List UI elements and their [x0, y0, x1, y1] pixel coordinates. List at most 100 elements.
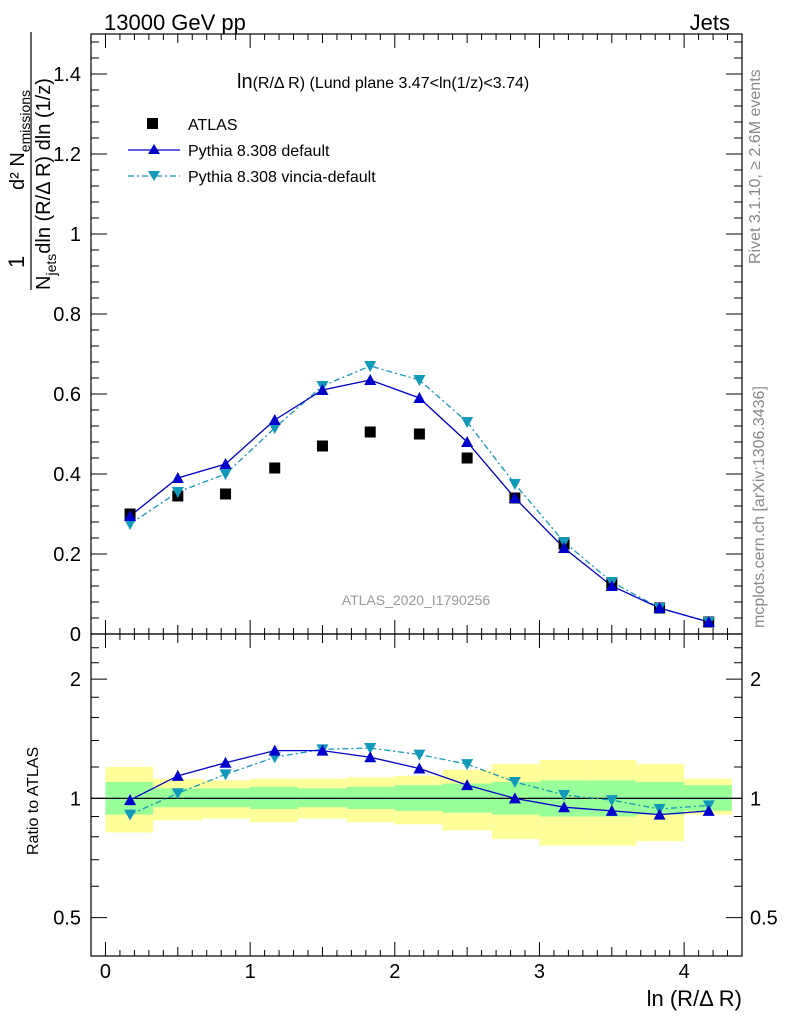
ylabel-denominator-lead: N [33, 276, 55, 290]
data-point-default [124, 510, 137, 521]
ratio-point-default [364, 751, 377, 763]
y-tick-label-main: 1 [70, 224, 81, 246]
data-point-default [364, 374, 377, 385]
ratio-point-vincia [364, 743, 377, 755]
x-tick-label: 0 [100, 961, 111, 983]
data-point-atlas [220, 488, 232, 500]
xaxis-label: ln (R/Δ R) [647, 986, 742, 1011]
mcplots-label: mcplots.cern.ch [arXiv:1306.3436] [751, 386, 768, 628]
ratio-point-default [171, 769, 184, 781]
x-tick-label: 4 [679, 961, 690, 983]
y-tick-label-main: 0.8 [53, 304, 81, 326]
y-tick-label-ratio-right: 1 [750, 788, 761, 810]
x-tick-label: 2 [389, 961, 400, 983]
data-point-vincia [413, 375, 426, 386]
band-inner-bin [297, 788, 348, 808]
ratio-point-default [219, 756, 232, 768]
ratio-point-vincia [219, 769, 232, 781]
ratio-point-default [413, 762, 426, 774]
ylabel-denominator: Njetsdln (R/Δ R) dln (1/z) [33, 78, 59, 290]
data-point-default [219, 458, 232, 469]
ratio-frame [90, 633, 743, 957]
legend: ATLAS Pythia 8.308 default Pythia 8.308 … [128, 117, 376, 186]
data-point-default [268, 414, 281, 425]
band-inner-bin [202, 788, 251, 808]
ratio-panel: 0 1 2 3 4 0.5 1 2 0.5 1 2 [53, 633, 778, 983]
title-small: (R/Δ R) [253, 75, 305, 92]
data-point-default [702, 616, 715, 627]
y-tick-label-main: 0.6 [53, 384, 81, 406]
y-tick-label-main: 1.2 [53, 144, 81, 166]
header-right: Jets [690, 10, 730, 35]
ratio-point-default [558, 801, 571, 813]
legend-label-atlas: ATLAS [188, 117, 238, 134]
series-line-default [129, 379, 709, 623]
ylabel-numerator-main: d² N [7, 152, 29, 190]
data-point-atlas [461, 452, 473, 464]
header-left: 13000 GeV pp [104, 10, 246, 35]
legend-marker-default [148, 144, 160, 154]
main-ylabel: 1 d² Nemissions Njetsdln (R/Δ R) dln (1/… [4, 32, 59, 290]
ratio-point-default [653, 808, 666, 820]
ratio-point-default [605, 804, 618, 816]
data-point-default [461, 436, 474, 447]
series-line-vincia [129, 365, 709, 623]
data-point-default [316, 384, 329, 395]
data-point-vincia [124, 519, 137, 530]
data-point-vincia [219, 469, 232, 480]
y-tick-label-main: 1.4 [53, 64, 81, 86]
data-point-atlas [269, 462, 281, 474]
data-point-default [558, 542, 571, 553]
data-point-default [413, 392, 426, 403]
rivet-label: Rivet 3.1.10, ≥ 2.6M events [747, 69, 764, 264]
y-tick-label-ratio-right: 2 [750, 669, 761, 691]
ratio-point-default [508, 792, 521, 804]
data-point-vincia [364, 361, 377, 372]
x-tick-label: 3 [534, 961, 545, 983]
ratio-point-vincia [461, 759, 474, 771]
data-point-atlas [316, 440, 328, 452]
legend-label-default: Pythia 8.308 default [188, 143, 330, 160]
data-point-vincia [171, 487, 184, 498]
ratio-ylabel: Ratio to ATLAS [25, 747, 42, 855]
y-tick-label-ratio-right: 0.5 [750, 908, 778, 930]
data-point-atlas [364, 426, 376, 438]
ratio-point-default [268, 744, 281, 756]
ratio-point-vincia [124, 809, 137, 821]
legend-label-vincia: Pythia 8.308 vincia-default [188, 169, 376, 186]
ratio-point-vincia [413, 749, 426, 761]
data-point-default [508, 492, 521, 503]
ratio-point-default [461, 779, 474, 791]
title-lead: ln [237, 71, 253, 93]
legend-marker-vincia [148, 171, 160, 181]
ylabel-denominator-rest: dln (R/Δ R) dln (1/z) [33, 78, 55, 254]
title-tail: (Lund plane 3.47<ln(1/z)<3.74) [305, 75, 529, 92]
y-tick-label-main: 0.2 [53, 544, 81, 566]
ylabel-prefix: 1 [4, 256, 29, 268]
watermark: ATLAS_2020_I1790256 [342, 592, 491, 608]
y-tick-label-main: 0.4 [53, 464, 81, 486]
ratio-point-vincia [605, 795, 618, 807]
main-panel: 0 0.2 0.4 0.6 0.8 1 1.2 1.4 [53, 33, 743, 646]
data-point-vincia [508, 479, 521, 490]
ylabel-numerator-sub: emissions [17, 90, 33, 152]
data-point-default [605, 580, 618, 591]
ratio-point-default [124, 794, 137, 806]
y-tick-label-ratio-left: 0.5 [53, 908, 81, 930]
ratio-point-vincia [558, 789, 571, 801]
ylabel-denominator-sub: jets [43, 254, 59, 277]
y-tick-label-ratio-left: 1 [70, 788, 81, 810]
ratio-point-vincia [508, 776, 521, 788]
data-point-default [171, 472, 184, 483]
legend-marker-atlas [147, 118, 158, 129]
data-point-vincia [461, 417, 474, 428]
data-point-atlas [413, 428, 425, 440]
ratio-point-default [702, 804, 715, 816]
ratio-point-default [316, 744, 329, 756]
ylabel-numerator: d² Nemissions [7, 90, 33, 190]
y-tick-label-main: 0 [70, 624, 81, 646]
data-point-default [653, 602, 666, 613]
data-point-vincia [268, 423, 281, 434]
x-tick-label: 1 [245, 961, 256, 983]
